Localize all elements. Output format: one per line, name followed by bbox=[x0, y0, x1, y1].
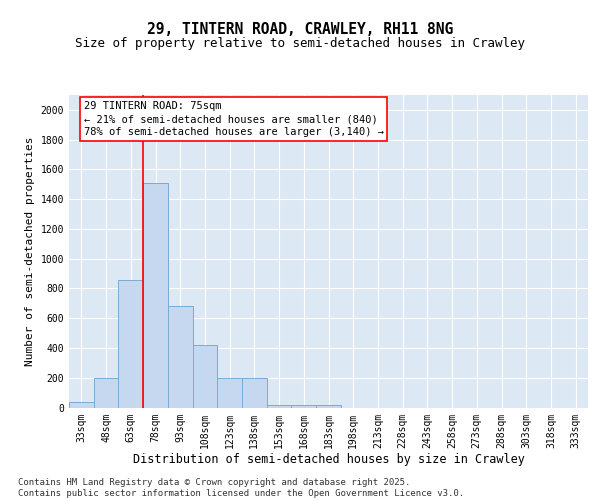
Bar bbox=[316, 404, 341, 407]
Text: 29, TINTERN ROAD, CRAWLEY, RH11 8NG: 29, TINTERN ROAD, CRAWLEY, RH11 8NG bbox=[147, 22, 453, 38]
Bar bbox=[118, 280, 143, 407]
Bar bbox=[168, 306, 193, 408]
Text: Size of property relative to semi-detached houses in Crawley: Size of property relative to semi-detach… bbox=[75, 38, 525, 51]
Bar bbox=[193, 345, 217, 408]
Bar bbox=[242, 378, 267, 408]
Bar bbox=[94, 378, 118, 408]
X-axis label: Distribution of semi-detached houses by size in Crawley: Distribution of semi-detached houses by … bbox=[133, 453, 524, 466]
Text: Contains HM Land Registry data © Crown copyright and database right 2025.
Contai: Contains HM Land Registry data © Crown c… bbox=[18, 478, 464, 498]
Y-axis label: Number of semi-detached properties: Number of semi-detached properties bbox=[25, 136, 35, 366]
Bar bbox=[217, 378, 242, 408]
Text: 29 TINTERN ROAD: 75sqm
← 21% of semi-detached houses are smaller (840)
78% of se: 29 TINTERN ROAD: 75sqm ← 21% of semi-det… bbox=[84, 101, 384, 138]
Bar bbox=[69, 402, 94, 407]
Bar bbox=[292, 404, 316, 407]
Bar bbox=[267, 404, 292, 407]
Bar bbox=[143, 183, 168, 408]
